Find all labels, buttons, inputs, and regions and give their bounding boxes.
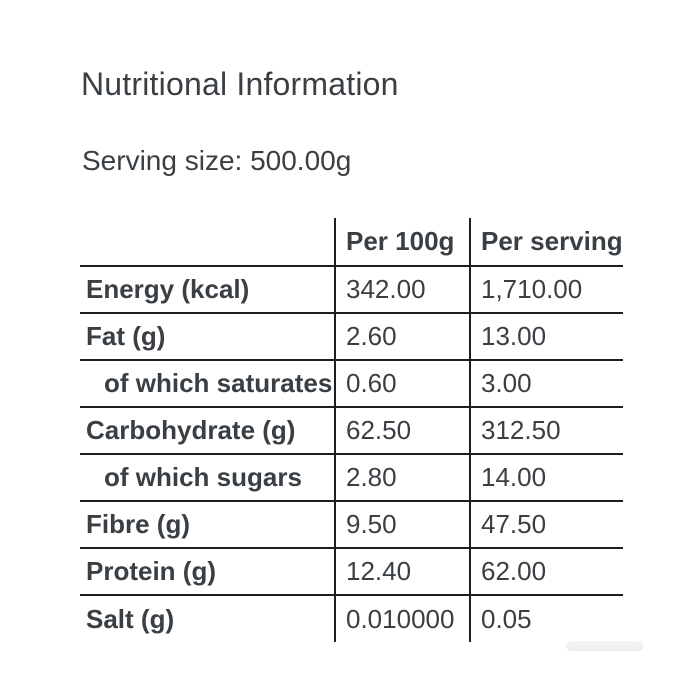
value-per-100g: 2.60: [334, 313, 470, 360]
value-per-100g: 9.50: [334, 501, 470, 548]
value-per-100g: 0.010000: [334, 595, 470, 642]
nutrition-table: Per 100g Per serving Energy (kcal) 342.00…: [80, 218, 623, 642]
value-per-serving: 1,710.00: [469, 266, 623, 313]
nutrient-label: Salt (g): [86, 603, 175, 634]
value-per-serving: 13.00: [469, 313, 623, 360]
value-per-serving: 3.00: [469, 360, 623, 407]
table-row: of which saturates 0.60 3.00: [80, 360, 623, 407]
value-per-serving: 14.00: [469, 454, 623, 501]
value-per-100g: 0.60: [334, 360, 470, 407]
nutrient-label: of which sugars: [104, 462, 302, 492]
nutrient-label: of which saturates: [104, 368, 333, 398]
nutrient-label: Energy (kcal): [86, 274, 250, 304]
table-row: Salt (g) 0.010000 0.05: [80, 595, 623, 642]
nutrient-label: Carbohydrate (g): [86, 415, 296, 445]
table-row: Energy (kcal) 342.00 1,710.00: [80, 266, 623, 313]
value-per-100g: 12.40: [334, 548, 470, 595]
table-row: Carbohydrate (g) 62.50 312.50: [80, 407, 623, 454]
page-title: Nutritional Information: [81, 66, 399, 102]
table-row: Fibre (g) 9.50 47.50: [80, 501, 623, 548]
nutrition-table-body: Energy (kcal) 342.00 1,710.00 Fat (g) 2.60 13…: [80, 266, 623, 642]
serving-size-text: Serving size: 500.00g: [82, 145, 352, 176]
table-row: Protein (g) 12.40 62.00: [80, 548, 623, 595]
header-per-serving: Per serving: [469, 218, 623, 266]
value-per-serving: 47.50: [469, 501, 623, 548]
header-per-100g: Per 100g: [334, 218, 470, 266]
header-nutrient-blank: [80, 218, 335, 266]
value-per-100g: 2.80: [334, 454, 470, 501]
nutrient-label: Protein (g): [86, 556, 216, 586]
value-per-serving: 0.05: [469, 595, 623, 642]
nutrient-label: Fibre (g): [86, 509, 190, 539]
value-per-100g: 342.00: [334, 266, 470, 313]
value-per-serving: 312.50: [469, 407, 623, 454]
value-per-serving: 62.00: [469, 548, 623, 595]
value-per-100g: 62.50: [334, 407, 470, 454]
table-row: Fat (g) 2.60 13.00: [80, 313, 623, 360]
table-row: of which sugars 2.80 14.00: [80, 454, 623, 501]
nutrition-table-head: Per 100g Per serving: [80, 218, 623, 266]
nutrient-label: Fat (g): [86, 321, 166, 351]
horizontal-scrollbar-thumb[interactable]: [566, 641, 644, 651]
table-header-row: Per 100g Per serving: [80, 218, 623, 266]
